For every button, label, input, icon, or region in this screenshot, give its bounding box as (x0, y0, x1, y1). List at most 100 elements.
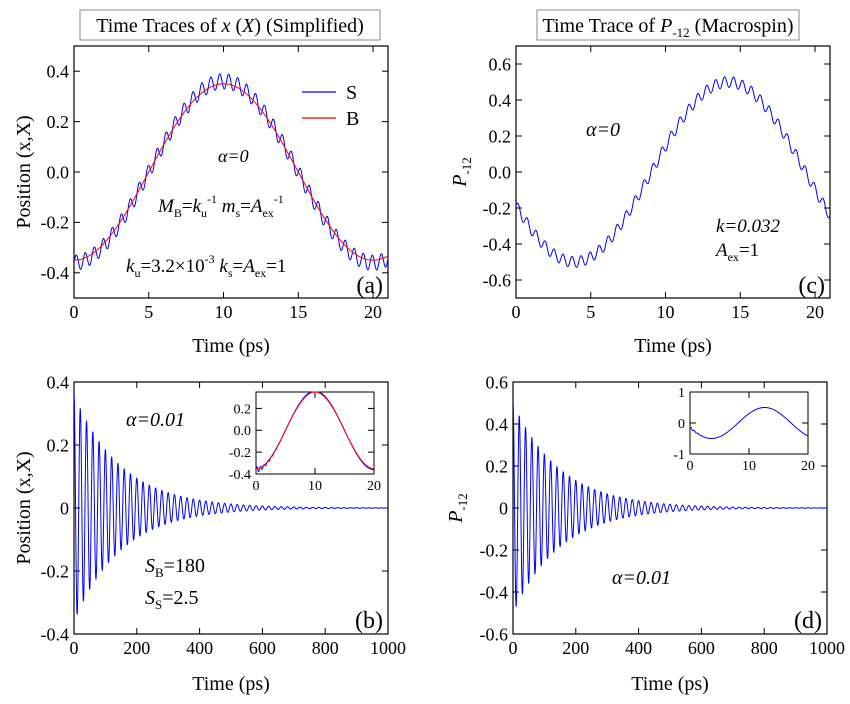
panel-b-inset-ytick-label: -0.2 (229, 446, 251, 461)
panel-a-xtick-label: 10 (215, 302, 233, 322)
panel-c-Aex: Aex=1 (714, 240, 759, 264)
panel-c-xtick-label: 5 (586, 302, 595, 322)
panel-d-inset-frame (689, 391, 809, 455)
panel-d-ytick-label: -0.6 (480, 624, 509, 644)
panel-d-ytick-label: 0 (499, 498, 508, 518)
panel-a-params: ku=3.2×10-3 ks=Aex=1 (126, 252, 286, 280)
panel-c-xtick-label: 20 (806, 302, 824, 322)
panel-b-ytick-label: -0.2 (41, 561, 70, 581)
panel-c-xlabel: Time (ps) (634, 335, 712, 357)
panel-b-ytick-label: 0.2 (47, 435, 70, 455)
panel-d-series-p12 (512, 402, 827, 608)
panel-a-ytick-label: 0.4 (47, 62, 70, 82)
panel-b-inset-ytick-label: 0.0 (234, 424, 252, 439)
panel-d-inset-plot: 0 10 20-101 (673, 386, 815, 474)
panel-d-inset-xtick-label: 0 (687, 459, 694, 474)
panel-a-title: Time Traces of x (X) (Simplified) (96, 15, 364, 37)
panel-d-ytick-label: 0.4 (486, 414, 509, 434)
panel-a-alpha: α=0 (218, 146, 249, 166)
panel-c: Time Trace of P-12 (Macrospin) 0 5 10 15 20 -… (449, 9, 831, 357)
panel-d-alpha: α=0.01 (612, 567, 671, 589)
panel-a-ytick-label: -0.2 (41, 213, 70, 233)
panel-c-title-box (536, 9, 800, 41)
panel-b-xtick-label: 0 (70, 638, 79, 658)
panel-d-xtick-label: 800 (751, 638, 778, 658)
panel-b-SB: SB=180 (145, 555, 205, 580)
panel-c-xtick-label: 15 (731, 302, 749, 322)
panel-b: 0 200 400 600 800 1000 -0.4 -0.2 0 0.2 0.4 0 10 20 -0… (13, 372, 406, 695)
panel-b-xtick-label: 600 (249, 638, 276, 658)
panel-a-series-s (73, 73, 389, 271)
panel-a-ytick-label: 0.2 (47, 112, 70, 132)
panel-d-ytick-label: 0.6 (486, 372, 509, 392)
panel-d-xtick-label: 400 (625, 638, 652, 658)
panel-a-legend: S B (302, 82, 359, 130)
panel-b-label: (b) (355, 608, 383, 634)
panel-c-ytick-label: 0.6 (489, 54, 512, 74)
panel-d-plot: 0 200 400 600 800 1000-0.6-0.4-0.200.20.40.6 (480, 372, 846, 658)
panel-b-ylabel: Position (x,X) (13, 451, 35, 564)
panel-b-inset-ytick-label: 0.2 (234, 402, 252, 417)
panel-d-xlabel: Time (ps) (631, 673, 709, 695)
panel-d-xtick-label: 600 (688, 638, 715, 658)
panel-c-ytick-label: -0.6 (483, 270, 512, 290)
panel-d-ytick-label: -0.2 (480, 540, 509, 560)
panel-d-xtick-label: 0 (509, 638, 518, 658)
panel-b-alpha: α=0.01 (126, 409, 185, 431)
legend-label-B: B (346, 108, 359, 130)
panel-d-ytick-label: 0.2 (486, 456, 509, 476)
panel-a-plot: 0 5 10 15 20 -0.4 -0.2 0.0 0.2 0.4 (41, 46, 389, 322)
panel-b-ytick-label: -0.4 (41, 624, 70, 644)
panel-b-xtick-label: 1000 (370, 638, 406, 658)
panel-b-inset-xtick-label: 10 (308, 479, 322, 494)
panel-c-ytick-label: 0.0 (489, 162, 512, 182)
panel-b-xlabel: Time (ps) (192, 673, 270, 695)
panel-c-frame (515, 45, 831, 299)
panel-b-inset-frame (255, 391, 375, 475)
panel-d-ytick-label: -0.4 (480, 582, 509, 602)
panel-a-xtick-label: 15 (289, 302, 307, 322)
panel-a-xlabel: Time (ps) (192, 335, 270, 357)
panel-d-xtick-label: 1000 (809, 638, 845, 658)
panel-c-k: k=0.032 (716, 216, 781, 237)
panel-c-series-p12 (515, 76, 831, 268)
panel-c-xtick-label: 10 (657, 302, 675, 322)
panel-a-relations: MB=ku-1 ms=Aex-1 (157, 192, 284, 220)
panel-b-ytick-label: 0 (60, 498, 69, 518)
panel-b-xtick-label: 200 (123, 638, 150, 658)
panel-a-ytick-label: -0.4 (41, 263, 70, 283)
panel-b-series-x (73, 394, 388, 615)
panel-b-xtick-label: 800 (312, 638, 339, 658)
panel-d-inset-ytick-label: -1 (673, 448, 685, 463)
panel-b-inset-series-b (256, 391, 374, 470)
panel-a: Time Traces of x (X) (Simplified) 0 5 10 15… (13, 9, 389, 357)
panel-c-plot: 0 5 10 15 20 -0.6 -0.4 -0.2 0.0 0.2 0.4 0.6 (483, 46, 831, 322)
panel-d: 0 200 400 600 800 1000-0.6-0.4-0.200.20.40.6 … (445, 372, 845, 695)
panel-a-ytick-label: 0.0 (47, 162, 70, 182)
panel-b-inset-xtick-label: 20 (367, 479, 381, 494)
panel-c-ytick-label: 0.2 (489, 126, 512, 146)
panel-b-inset-plot: 0 10 20 -0.4 -0.2 0.0 0.2 (229, 391, 381, 494)
panel-d-inset-ytick-label: 0 (678, 417, 685, 432)
panel-d-inset-xtick-label: 20 (801, 459, 815, 474)
panel-c-ytick-label: -0.2 (483, 198, 512, 218)
panel-b-SS: SS=2.5 (145, 587, 199, 612)
panel-a-xtick-label: 0 (70, 302, 79, 322)
panel-a-label: (a) (356, 273, 383, 299)
panel-a-title-box (79, 9, 381, 41)
panel-d-inset-xtick-label: 10 (742, 459, 756, 474)
panel-b-xtick-label: 400 (186, 638, 213, 658)
panel-d-ylabel: P-12 (445, 493, 470, 524)
panel-a-xtick-label: 20 (364, 302, 382, 322)
panel-b-ytick-label: 0.4 (47, 372, 70, 392)
panel-d-xtick-label: 200 (562, 638, 589, 658)
panel-d-inset-series-p12 (689, 407, 809, 440)
panel-c-xtick-label: 0 (512, 302, 521, 322)
panel-a-series-b (74, 83, 389, 261)
panel-d-label: (d) (794, 608, 822, 634)
panel-c-ytick-label: -0.4 (483, 234, 512, 254)
panel-a-ylabel: Position (x,X) (13, 115, 35, 228)
panel-d-inset-ytick-label: 1 (678, 386, 685, 401)
panel-c-ylabel: P-12 (449, 157, 474, 188)
